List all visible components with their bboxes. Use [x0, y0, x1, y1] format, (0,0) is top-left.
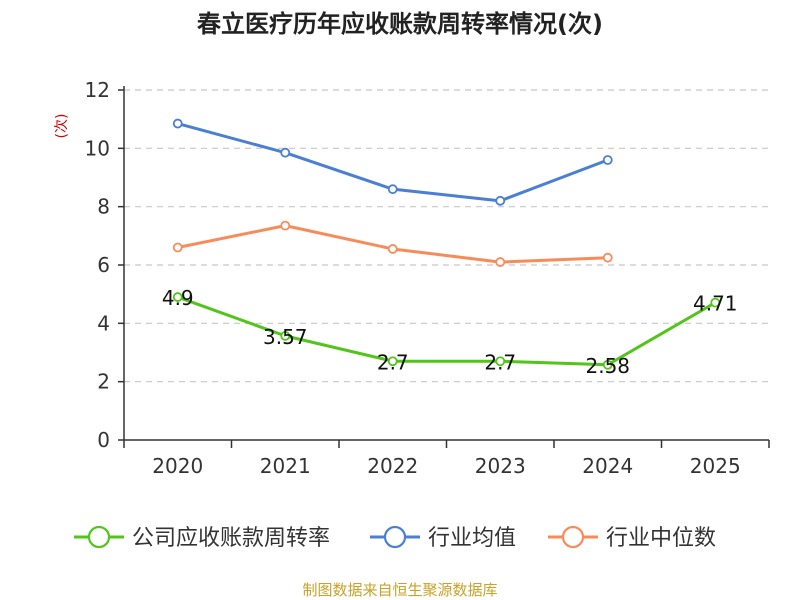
series-lines [172, 118, 721, 370]
grid-lines [124, 89, 769, 383]
data-point [602, 252, 613, 263]
data-point [495, 195, 506, 206]
legend-swatch-marker [383, 525, 407, 549]
data-point [602, 359, 613, 370]
data-label: 4.9 [162, 286, 194, 310]
data-label: 2.7 [377, 350, 409, 374]
data-point [387, 184, 398, 195]
y-tick-label: 0 [97, 428, 110, 452]
legend-item: 行业中位数 [548, 525, 716, 551]
data-labels: 4.9 3.57 2.7 2.7 2.58 4.71 [162, 286, 738, 378]
x-tick-label: 2022 [367, 454, 418, 478]
data-point [710, 297, 721, 308]
x-tick-label: 2024 [582, 454, 633, 478]
legend: 公司应收账款周转率 行业均值 行业中位数 [74, 525, 716, 551]
y-axis-unit-label: (次) [54, 114, 70, 139]
source-note: 制图数据来自恒生聚源数据库 [302, 581, 497, 599]
legend-label: 行业中位数 [606, 526, 716, 551]
x-tick-label: 2021 [260, 454, 311, 478]
chart-title: 春立医疗历年应收账款周转率情况(次) [197, 10, 603, 38]
y-tick-label: 6 [97, 253, 110, 277]
legend-swatch-marker [561, 525, 585, 549]
legend-label: 行业均值 [428, 526, 516, 551]
legend-swatch-marker [87, 525, 111, 549]
data-point [172, 242, 183, 253]
data-point [387, 244, 398, 254]
y-tick-label: 8 [97, 195, 110, 219]
data-label: 4.71 [693, 292, 738, 316]
y-tick-label: 12 [85, 78, 110, 102]
legend-label: 公司应收账款周转率 [132, 526, 330, 551]
axes: 0 2 4 6 8 10 12 2020 2021 2022 2023 2024 2025 [85, 78, 770, 478]
y-tick-label: 10 [85, 136, 110, 160]
data-label: 3.57 [263, 325, 308, 349]
data-point [280, 330, 291, 341]
data-label: 2.7 [484, 350, 516, 374]
data-point [602, 155, 613, 165]
y-tick-label: 2 [97, 370, 110, 394]
series-line-2 [176, 224, 610, 264]
x-tick-label: 2023 [475, 454, 526, 478]
data-point [495, 356, 506, 367]
x-tick-label: 2020 [152, 454, 203, 478]
y-tick-label: 4 [97, 311, 110, 335]
data-point [280, 220, 291, 231]
data-point [280, 147, 291, 158]
legend-item: 公司应收账款周转率 [74, 525, 330, 551]
legend-item: 行业均值 [370, 525, 516, 551]
x-tick-label: 2025 [690, 454, 741, 478]
data-point [172, 118, 183, 129]
data-point [495, 257, 506, 267]
data-point [387, 356, 398, 367]
series-line-0 [176, 295, 717, 367]
data-point [172, 292, 183, 302]
data-label: 2.58 [585, 354, 630, 378]
